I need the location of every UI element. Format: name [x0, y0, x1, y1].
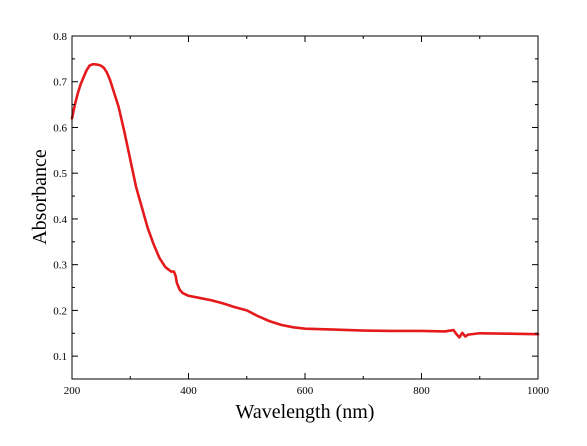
x-tick-label: 400 — [180, 385, 197, 397]
y-tick-label: 0.4 — [53, 214, 67, 226]
x-axis-title: Wavelength (nm) — [236, 401, 375, 423]
y-axis-title: Absorbance — [29, 149, 51, 245]
tick-labels-layer: 200 400 600 800 1000 0.1 0.2 0.3 0.4 0.5 0.6 0.7 0.8 — [53, 31, 549, 397]
absorbance-series-line — [70, 63, 540, 339]
y-tick-label: 0.2 — [53, 305, 67, 317]
series-layer — [70, 63, 540, 339]
y-tick-label: 0.6 — [53, 122, 67, 134]
x-tick-label: 1000 — [527, 385, 550, 397]
x-tick-label: 800 — [413, 385, 430, 397]
y-tick-label: 0.5 — [53, 168, 67, 180]
y-tick-label: 0.7 — [53, 77, 67, 89]
plot-background — [72, 36, 538, 379]
x-tick-label: 600 — [297, 385, 314, 397]
plot-frame — [71, 35, 539, 380]
y-tick-label: 0.1 — [53, 351, 67, 363]
y-tick-label: 0.8 — [53, 31, 67, 43]
x-tick-label: 200 — [64, 385, 81, 397]
y-tick-label: 0.3 — [53, 260, 67, 272]
